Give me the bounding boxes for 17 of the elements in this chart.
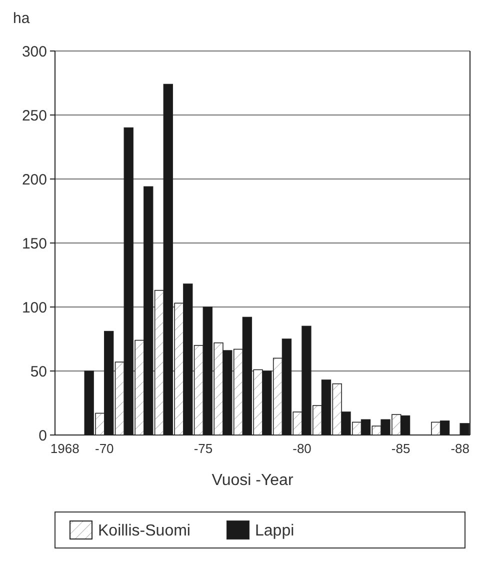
x-tick-label: 1968 — [50, 441, 80, 456]
x-tick-label: -85 — [391, 441, 410, 456]
x-axis-title: Vuosi -Year — [212, 472, 294, 489]
y-tick-label: 200 — [22, 171, 47, 188]
legend-label: Koillis-Suomi — [98, 522, 190, 540]
x-tick-label: -70 — [95, 441, 114, 456]
y-axis-title: ha — [13, 10, 30, 27]
y-tick-label: 0 — [38, 427, 47, 444]
legend-label: Lappi — [255, 522, 294, 540]
y-tick-label: 300 — [22, 43, 47, 60]
y-tick-label: 150 — [22, 235, 47, 252]
y-tick-label: 50 — [30, 363, 47, 380]
y-tick-label: 100 — [22, 299, 47, 316]
y-tick-label: 250 — [22, 107, 47, 124]
x-tick-label: -80 — [292, 441, 312, 456]
x-tick-label: -75 — [194, 441, 213, 456]
x-tick-label: -88 — [450, 441, 470, 456]
